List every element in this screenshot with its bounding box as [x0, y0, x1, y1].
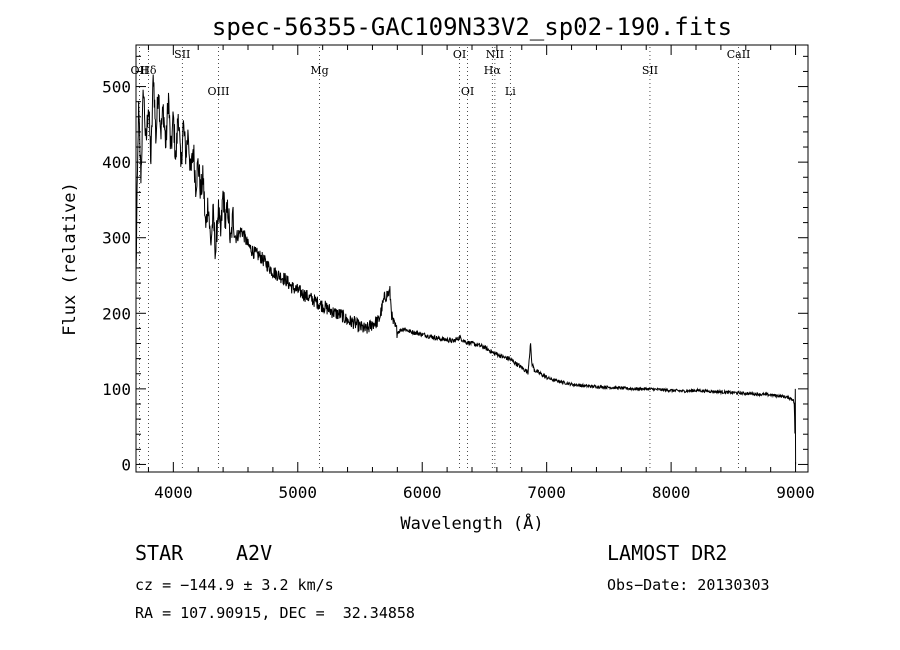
x-tick-label: 8000 — [652, 483, 691, 502]
y-tick-label: 500 — [102, 78, 131, 97]
spectral-line-label: Hδ — [140, 64, 157, 77]
y-tick-label: 0 — [121, 455, 131, 474]
spectral-line-label: SII — [642, 64, 658, 77]
sky-coordinates: RA = 107.90915, DEC = 32.34858 — [135, 604, 415, 622]
redshift-velocity: cz = −144.9 ± 3.2 km/s — [135, 576, 334, 594]
x-tick-label: 6000 — [403, 483, 442, 502]
spectral-line-label: Hα — [484, 64, 502, 77]
x-axis-label: Wavelength (Å) — [400, 512, 543, 534]
y-tick-label: 200 — [102, 304, 131, 323]
chart-title: spec-56355-GAC109N33V2_sp02-190.fits — [212, 13, 732, 41]
spectral-line-label: SII — [174, 48, 190, 61]
y-axis-label: Flux (relative) — [60, 182, 80, 336]
spectral-line-label: Li — [505, 85, 516, 98]
x-tick-label: 9000 — [776, 483, 815, 502]
spectral-line-label: OI — [453, 48, 466, 61]
spectrum-flux-line — [135, 74, 797, 465]
spectral-subclass: A2V — [236, 541, 273, 565]
plot-frame — [135, 44, 809, 473]
spectral-line-label: NII — [486, 48, 504, 61]
spectral-line-label: OII — [131, 64, 149, 77]
spectral-line-label: OIII — [207, 85, 229, 98]
y-tick-label: 400 — [102, 153, 131, 172]
observation-date: Obs−Date: 20130303 — [607, 576, 770, 594]
x-tick-label: 4000 — [154, 483, 193, 502]
survey-name: LAMOST DR2 — [607, 541, 728, 565]
x-tick-label: 7000 — [527, 483, 566, 502]
y-tick-label: 100 — [102, 380, 131, 399]
spectral-line-label: Mg — [310, 64, 328, 77]
spectral-line-label: CaII — [727, 48, 751, 61]
object-type: STAR — [135, 541, 184, 565]
y-tick-label: 300 — [102, 229, 131, 248]
x-tick-label: 5000 — [279, 483, 318, 502]
spectral-line-label: OI — [461, 85, 474, 98]
